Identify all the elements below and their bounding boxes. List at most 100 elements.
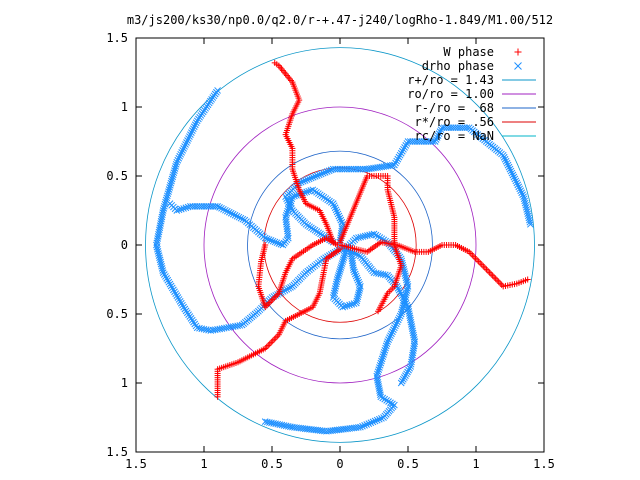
drho-phase-point	[183, 139, 190, 146]
drho-phase-point	[166, 200, 174, 207]
legend-label: ro/ro = 1.00	[407, 87, 494, 101]
drho-phase-point	[404, 368, 411, 376]
drho-phase-point	[396, 288, 404, 296]
w-phase-point	[524, 276, 531, 283]
drho-phase-point	[355, 289, 363, 296]
drho-phase-point	[156, 256, 164, 264]
drho-phase-point	[351, 270, 359, 278]
drho-phase-point	[338, 218, 346, 226]
drho-phase-point	[170, 286, 177, 294]
drho-phase-point	[323, 168, 331, 175]
drho-phase-point	[387, 332, 394, 340]
drho-phase-point	[177, 299, 185, 307]
drho-phase-point	[394, 155, 402, 163]
drho-phase-point	[156, 254, 163, 262]
drho-phase-point	[165, 188, 172, 195]
w-phase-point	[483, 266, 490, 273]
drho-phase-point	[349, 264, 357, 271]
drho-phase-point	[350, 266, 357, 274]
w-phase-point	[262, 242, 269, 248]
y-tick-label: 1	[121, 100, 128, 114]
drho-phase-point	[176, 152, 184, 160]
drho-phase-point	[346, 301, 353, 309]
y-tick-label: 1	[121, 376, 128, 390]
drho-phase-point	[289, 193, 296, 201]
drho-phase-point	[313, 172, 321, 179]
drho-phase-point	[403, 140, 411, 147]
drho-phase-point	[463, 124, 471, 132]
x-tick-label: 1.5	[533, 457, 555, 471]
drho-phase-point	[384, 338, 391, 345]
w-phase-point	[492, 275, 499, 282]
w-phase-point	[494, 277, 501, 284]
drho-phase-point	[336, 214, 344, 222]
drho-phase-point	[383, 396, 390, 404]
drho-phase-point	[281, 287, 289, 294]
drho-phase-point	[399, 375, 407, 383]
drho-phase-point	[354, 276, 362, 284]
drho-phase-point	[401, 144, 408, 151]
drho-phase-point	[177, 205, 185, 213]
drho-phase-point	[371, 417, 379, 425]
circle-0	[145, 47, 535, 443]
x-tick-label: 0.5	[397, 457, 419, 471]
drho-phase-point	[518, 189, 526, 197]
legend-label: r+/ro = 1.43	[407, 73, 494, 87]
drho-phase-point	[235, 213, 243, 221]
drho-phase-point	[509, 171, 517, 179]
drho-phase-point	[433, 134, 441, 141]
drho-phase-point	[396, 312, 404, 320]
drho-phase-point	[178, 148, 186, 156]
drho-phase-point	[334, 210, 342, 218]
drho-phase-point	[508, 169, 516, 177]
drho-phase-point	[523, 208, 531, 215]
drho-phase-point	[333, 208, 341, 216]
drho-phase-point	[402, 299, 410, 307]
drho-phase-point	[214, 87, 221, 94]
drho-phase-point	[332, 206, 340, 214]
drho-phase-point	[321, 168, 329, 176]
drho-phase-point	[378, 415, 385, 422]
drho-phase-point	[516, 185, 524, 193]
drho-phase-point	[299, 177, 307, 185]
drho-phase-point	[520, 195, 528, 203]
drho-phase-point	[182, 204, 190, 212]
drho-phase-point	[188, 127, 196, 135]
drho-phase-point	[389, 328, 396, 336]
chart-title: m3/js200/ks30/np0.0/q2.0/r-+.47-j240/log…	[127, 13, 553, 27]
legend-label: W phase	[443, 45, 494, 59]
drho-phase-point	[168, 175, 176, 183]
x-tick-label: 0.5	[261, 457, 283, 471]
w-phase-point	[477, 260, 484, 267]
w-phase-point	[478, 261, 485, 268]
drho-phase-point	[275, 240, 283, 247]
drho-phase-point	[397, 290, 405, 298]
drho-phase-point	[319, 169, 327, 177]
drho-phase-point	[505, 163, 513, 171]
w-phase-point	[272, 334, 279, 341]
drho-phase-point	[218, 204, 225, 212]
drho-phase-point	[169, 173, 177, 181]
drho-phase-point	[379, 394, 387, 402]
drho-phase-point	[515, 183, 523, 191]
drho-phase-point	[403, 287, 411, 294]
drho-phase-point	[187, 131, 194, 138]
drho-phase-point	[177, 150, 185, 158]
drho-phase-point	[404, 285, 411, 292]
w-phase-point	[481, 264, 488, 271]
drho-phase-point	[341, 303, 349, 310]
drho-phase-point	[381, 395, 389, 403]
y-tick-label: 1.5	[106, 31, 128, 45]
drho-phase-point	[522, 201, 530, 209]
drho-phase-point	[392, 159, 399, 167]
w-phase-point	[375, 308, 382, 315]
drho-phase-point	[373, 416, 381, 424]
w-phase-point	[475, 258, 482, 265]
drho-phase-point	[395, 153, 403, 161]
drho-phase-point	[517, 187, 525, 195]
drho-phase-point	[216, 203, 223, 211]
drho-phase-point	[396, 151, 404, 159]
drho-phase-point	[154, 245, 161, 253]
drho-phase-point	[285, 199, 292, 206]
